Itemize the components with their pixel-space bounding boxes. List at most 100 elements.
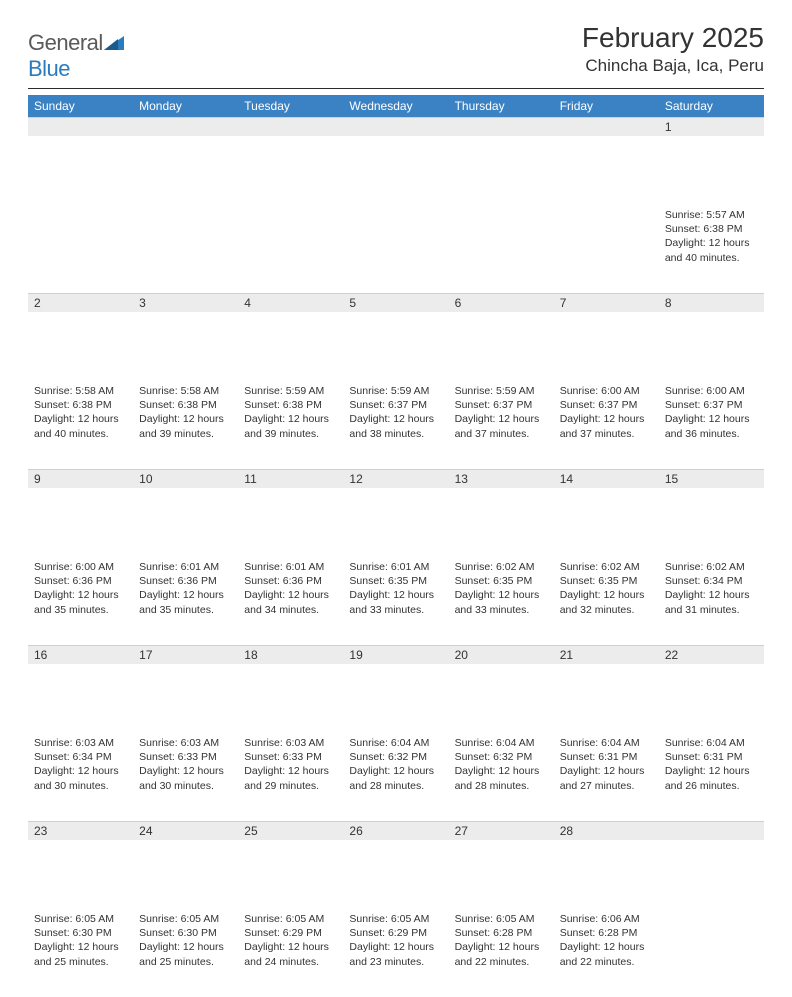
brand-name-part1: General — [28, 30, 103, 55]
day-cell: Sunrise: 5:59 AMSunset: 6:37 PMDaylight:… — [343, 381, 448, 469]
day-number: 7 — [554, 293, 659, 312]
day-number — [449, 117, 554, 136]
day-content: Sunrise: 6:02 AMSunset: 6:35 PMDaylight:… — [449, 557, 554, 623]
day-cell: Sunrise: 6:03 AMSunset: 6:34 PMDaylight:… — [28, 733, 133, 821]
day-number-cell: 2 — [28, 293, 133, 381]
day-content: Sunrise: 5:57 AMSunset: 6:38 PMDaylight:… — [659, 205, 764, 271]
day-number: 15 — [659, 469, 764, 488]
day-number: 20 — [449, 645, 554, 664]
day-content: Sunrise: 6:06 AMSunset: 6:28 PMDaylight:… — [554, 909, 659, 975]
day-number: 5 — [343, 293, 448, 312]
day-header: Sunday — [28, 95, 133, 117]
calendar-body: 1 Sunrise: 5:57 AMSunset: 6:38 PMDaylight… — [28, 117, 764, 997]
day-cell — [133, 205, 238, 293]
day-number: 28 — [554, 821, 659, 840]
day-cell: Sunrise: 6:01 AMSunset: 6:35 PMDaylight:… — [343, 557, 448, 645]
day-content: Sunrise: 6:02 AMSunset: 6:34 PMDaylight:… — [659, 557, 764, 623]
day-cell: Sunrise: 6:00 AMSunset: 6:36 PMDaylight:… — [28, 557, 133, 645]
day-cell: Sunrise: 6:05 AMSunset: 6:29 PMDaylight:… — [238, 909, 343, 997]
week-daynum-row: 16171819202122 — [28, 645, 764, 733]
day-number-cell — [659, 821, 764, 909]
day-number-cell: 23 — [28, 821, 133, 909]
week-daynum-row: 2345678 — [28, 293, 764, 381]
day-cell: Sunrise: 6:02 AMSunset: 6:34 PMDaylight:… — [659, 557, 764, 645]
day-number — [28, 117, 133, 136]
day-number: 18 — [238, 645, 343, 664]
month-title: February 2025 — [582, 22, 764, 54]
day-cell — [554, 205, 659, 293]
day-content: Sunrise: 6:03 AMSunset: 6:33 PMDaylight:… — [238, 733, 343, 799]
day-content: Sunrise: 5:59 AMSunset: 6:37 PMDaylight:… — [449, 381, 554, 447]
day-content: Sunrise: 5:59 AMSunset: 6:38 PMDaylight:… — [238, 381, 343, 447]
day-number-cell: 19 — [343, 645, 448, 733]
day-cell — [449, 205, 554, 293]
day-content: Sunrise: 6:03 AMSunset: 6:33 PMDaylight:… — [133, 733, 238, 799]
week-daynum-row: 9101112131415 — [28, 469, 764, 557]
day-number: 10 — [133, 469, 238, 488]
day-number-cell: 27 — [449, 821, 554, 909]
day-header: Friday — [554, 95, 659, 117]
day-content: Sunrise: 6:05 AMSunset: 6:28 PMDaylight:… — [449, 909, 554, 975]
day-content: Sunrise: 6:04 AMSunset: 6:32 PMDaylight:… — [449, 733, 554, 799]
calendar-table: Sunday Monday Tuesday Wednesday Thursday… — [28, 95, 764, 997]
day-content: Sunrise: 6:04 AMSunset: 6:31 PMDaylight:… — [659, 733, 764, 799]
week-content-row: Sunrise: 5:58 AMSunset: 6:38 PMDaylight:… — [28, 381, 764, 469]
day-number-cell: 20 — [449, 645, 554, 733]
day-cell: Sunrise: 5:59 AMSunset: 6:37 PMDaylight:… — [449, 381, 554, 469]
day-number — [133, 117, 238, 136]
day-cell: Sunrise: 6:01 AMSunset: 6:36 PMDaylight:… — [238, 557, 343, 645]
day-cell — [238, 205, 343, 293]
day-number: 3 — [133, 293, 238, 312]
day-cell — [28, 205, 133, 293]
day-content: Sunrise: 6:05 AMSunset: 6:29 PMDaylight:… — [238, 909, 343, 975]
day-number: 2 — [28, 293, 133, 312]
day-content: Sunrise: 6:03 AMSunset: 6:34 PMDaylight:… — [28, 733, 133, 799]
day-number: 19 — [343, 645, 448, 664]
day-content: Sunrise: 6:01 AMSunset: 6:36 PMDaylight:… — [238, 557, 343, 623]
day-content: Sunrise: 6:00 AMSunset: 6:37 PMDaylight:… — [554, 381, 659, 447]
day-cell: Sunrise: 5:57 AMSunset: 6:38 PMDaylight:… — [659, 205, 764, 293]
day-cell: Sunrise: 6:00 AMSunset: 6:37 PMDaylight:… — [554, 381, 659, 469]
week-content-row: Sunrise: 5:57 AMSunset: 6:38 PMDaylight:… — [28, 205, 764, 293]
day-cell: Sunrise: 6:02 AMSunset: 6:35 PMDaylight:… — [554, 557, 659, 645]
day-number: 26 — [343, 821, 448, 840]
day-number: 1 — [659, 117, 764, 136]
day-number-cell: 6 — [449, 293, 554, 381]
day-header: Tuesday — [238, 95, 343, 117]
day-cell — [343, 205, 448, 293]
day-number: 13 — [449, 469, 554, 488]
day-cell: Sunrise: 6:04 AMSunset: 6:32 PMDaylight:… — [343, 733, 448, 821]
page-header: GeneralBlue February 2025 Chincha Baja, … — [28, 22, 764, 82]
day-number: 22 — [659, 645, 764, 664]
week-content-row: Sunrise: 6:05 AMSunset: 6:30 PMDaylight:… — [28, 909, 764, 997]
day-number-cell: 25 — [238, 821, 343, 909]
day-number: 14 — [554, 469, 659, 488]
day-cell: Sunrise: 5:58 AMSunset: 6:38 PMDaylight:… — [28, 381, 133, 469]
day-number: 8 — [659, 293, 764, 312]
week-daynum-row: 232425262728 — [28, 821, 764, 909]
day-cell: Sunrise: 6:06 AMSunset: 6:28 PMDaylight:… — [554, 909, 659, 997]
day-number-cell — [238, 117, 343, 205]
day-cell: Sunrise: 6:03 AMSunset: 6:33 PMDaylight:… — [133, 733, 238, 821]
day-cell: Sunrise: 6:00 AMSunset: 6:37 PMDaylight:… — [659, 381, 764, 469]
day-content: Sunrise: 6:05 AMSunset: 6:30 PMDaylight:… — [133, 909, 238, 975]
day-number-cell: 12 — [343, 469, 448, 557]
day-number-cell — [133, 117, 238, 205]
day-cell: Sunrise: 6:02 AMSunset: 6:35 PMDaylight:… — [449, 557, 554, 645]
day-content: Sunrise: 6:00 AMSunset: 6:36 PMDaylight:… — [28, 557, 133, 623]
day-number — [554, 117, 659, 136]
day-number: 24 — [133, 821, 238, 840]
day-content: Sunrise: 6:05 AMSunset: 6:30 PMDaylight:… — [28, 909, 133, 975]
day-number: 25 — [238, 821, 343, 840]
day-number: 4 — [238, 293, 343, 312]
day-number-cell: 28 — [554, 821, 659, 909]
day-content: Sunrise: 6:04 AMSunset: 6:31 PMDaylight:… — [554, 733, 659, 799]
day-cell: Sunrise: 6:05 AMSunset: 6:29 PMDaylight:… — [343, 909, 448, 997]
day-number-cell: 8 — [659, 293, 764, 381]
day-content: Sunrise: 6:02 AMSunset: 6:35 PMDaylight:… — [554, 557, 659, 623]
header-rule — [28, 88, 764, 89]
day-cell: Sunrise: 6:01 AMSunset: 6:36 PMDaylight:… — [133, 557, 238, 645]
day-number-cell: 26 — [343, 821, 448, 909]
day-header-row: Sunday Monday Tuesday Wednesday Thursday… — [28, 95, 764, 117]
day-content: Sunrise: 6:01 AMSunset: 6:36 PMDaylight:… — [133, 557, 238, 623]
